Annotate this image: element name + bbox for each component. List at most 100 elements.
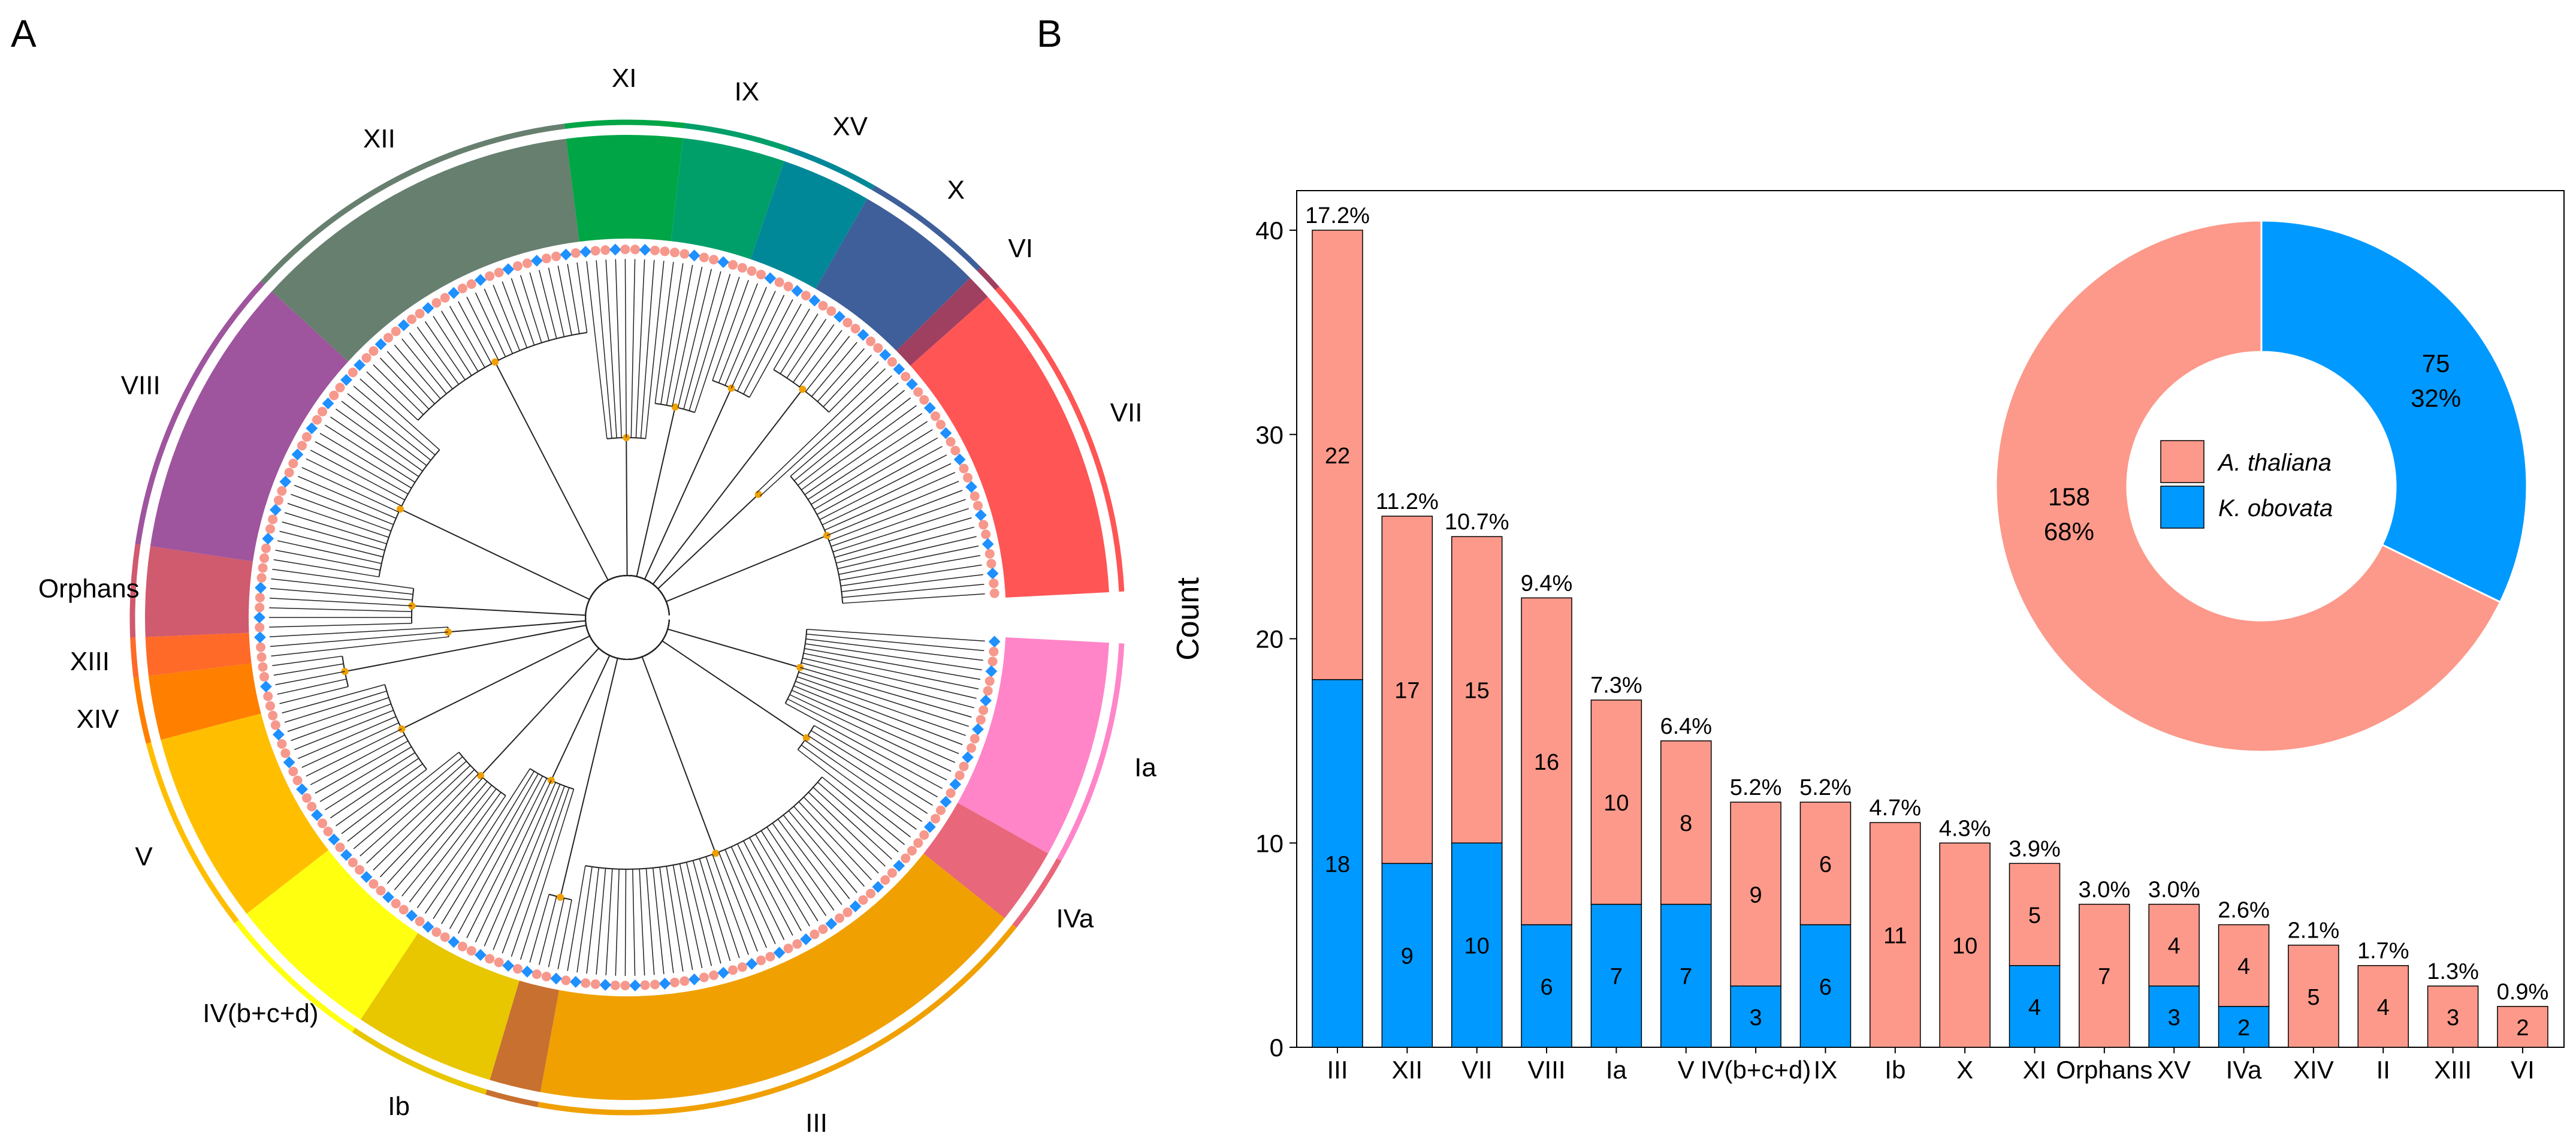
leaf-branch xyxy=(539,270,557,339)
leaf-marker-athaliana xyxy=(907,846,917,856)
bar-kobovata xyxy=(2148,986,2200,1048)
leaf-branch xyxy=(529,894,550,963)
percent-label: 3.9% xyxy=(2009,836,2061,861)
bar-athaliana xyxy=(2218,924,2270,1007)
leaf-branch xyxy=(291,493,391,532)
branch xyxy=(480,647,600,776)
leaf-marker-athaliana xyxy=(650,245,660,255)
leaf-branch xyxy=(785,703,943,790)
leaf-marker-kobovata xyxy=(940,427,952,439)
bar-kobovata xyxy=(1799,924,1852,1048)
leaf-marker-athaliana xyxy=(256,642,266,652)
clade-band xyxy=(896,278,988,366)
leaf-branch xyxy=(660,263,684,405)
branch xyxy=(644,388,732,580)
leaf-marker-athaliana xyxy=(466,946,476,956)
leaf-branch xyxy=(319,433,412,489)
leaf-branch xyxy=(805,336,850,392)
leaf-branch xyxy=(749,303,802,398)
leaf-marker-kobovata xyxy=(360,870,373,883)
clade-label: III xyxy=(805,1108,828,1133)
bar-value-label: 5 xyxy=(2307,985,2320,1010)
leaf-marker-athaliana xyxy=(669,977,680,987)
leaf-branch xyxy=(659,867,674,974)
leaf-branch xyxy=(824,472,956,531)
leaf-branch xyxy=(330,416,419,477)
leaf-marker-athaliana xyxy=(950,445,961,456)
branch xyxy=(667,628,801,668)
leaf-branch xyxy=(520,275,542,343)
leaf-marker-kobovata xyxy=(322,397,334,409)
leaf-branch xyxy=(798,749,911,837)
legend-label: K. obovata xyxy=(2218,495,2333,522)
leaf-marker-kobovata xyxy=(923,402,936,414)
bar-value-label: 16 xyxy=(1534,750,1559,775)
leaf-branch xyxy=(502,281,528,348)
leaf-marker-athaliana xyxy=(297,441,307,451)
bar-value-label: 4 xyxy=(2377,995,2390,1020)
leaf-branch xyxy=(484,288,514,354)
branch xyxy=(641,656,717,854)
bar-athaliana xyxy=(1799,801,1852,926)
leaf-marker-athaliana xyxy=(919,830,929,840)
leaf-branch xyxy=(294,710,394,751)
leaf-marker-athaliana xyxy=(265,524,276,534)
leaf-branch xyxy=(806,634,985,652)
x-tick-label: IX xyxy=(1814,1056,1838,1084)
bar-kobovata xyxy=(1660,903,1712,1048)
clade-label: Ia xyxy=(1134,753,1156,782)
leaf-branch xyxy=(360,378,440,450)
leaf-branch xyxy=(759,375,892,497)
clade-band xyxy=(246,849,418,1020)
leaf-marker-athaliana xyxy=(391,899,401,909)
leaf-marker-athaliana xyxy=(485,271,495,281)
leaf-marker-athaliana xyxy=(728,965,738,975)
clade-vii: VII xyxy=(585,287,1142,660)
leaf-marker-kobovata xyxy=(893,860,905,872)
clade-label: VIII xyxy=(121,370,161,400)
leaf-branch xyxy=(284,512,387,544)
leaf-branch xyxy=(718,283,758,383)
leaf-marker-athaliana xyxy=(737,263,747,273)
leaf-branch xyxy=(433,768,531,920)
clade-xi: XI xyxy=(564,64,685,660)
leaf-marker-athaliana xyxy=(774,277,784,287)
x-tick-label: XIV xyxy=(2293,1056,2334,1084)
leaf-branch xyxy=(804,413,923,495)
leaf-branch xyxy=(615,259,622,438)
percent-label: 5.2% xyxy=(1730,775,1782,800)
leaf-marker-athaliana xyxy=(987,656,998,667)
leaf-marker-athaliana xyxy=(792,939,802,949)
leaf-branch xyxy=(798,801,872,881)
leaf-branch xyxy=(424,795,506,914)
x-tick-label: XI xyxy=(2023,1056,2047,1084)
leaf-branch xyxy=(330,758,419,819)
bar-value-label: 6 xyxy=(1540,975,1553,1000)
leaf-branch xyxy=(366,765,471,864)
leaf-marker-athaliana xyxy=(979,705,989,715)
leaf-branch xyxy=(624,869,627,976)
leaf-branch xyxy=(816,445,943,515)
bar-athaliana xyxy=(2079,903,2130,1048)
leaf-marker-athaliana xyxy=(973,501,983,511)
root-arc xyxy=(585,575,670,660)
bar-kobovata xyxy=(1312,679,1363,1048)
leaf-branch xyxy=(777,819,842,905)
node-marker xyxy=(799,385,807,393)
donut-chart: 75 32% 158 68% A. thaliana K. obovata xyxy=(1995,219,2528,753)
leaf-marker-athaliana xyxy=(600,245,611,255)
leaf-branch xyxy=(808,792,886,867)
clade-vi: VI xyxy=(585,234,1033,660)
leaf-branch xyxy=(347,393,431,461)
leaf-branch xyxy=(277,679,347,695)
leaf-branch xyxy=(672,864,693,971)
leaf-branch xyxy=(783,815,850,899)
clade-band xyxy=(671,138,784,260)
percent-label: 4.3% xyxy=(1939,816,1991,841)
donut-slice-athaliana xyxy=(1995,219,2502,753)
y-tick-label: 30 xyxy=(1255,421,1284,449)
clade-ia: Ia xyxy=(585,575,1156,861)
leaf-marker-kobovata xyxy=(599,978,612,991)
bar-athaliana xyxy=(2497,1006,2548,1048)
leaf-marker-athaliana xyxy=(261,543,271,553)
